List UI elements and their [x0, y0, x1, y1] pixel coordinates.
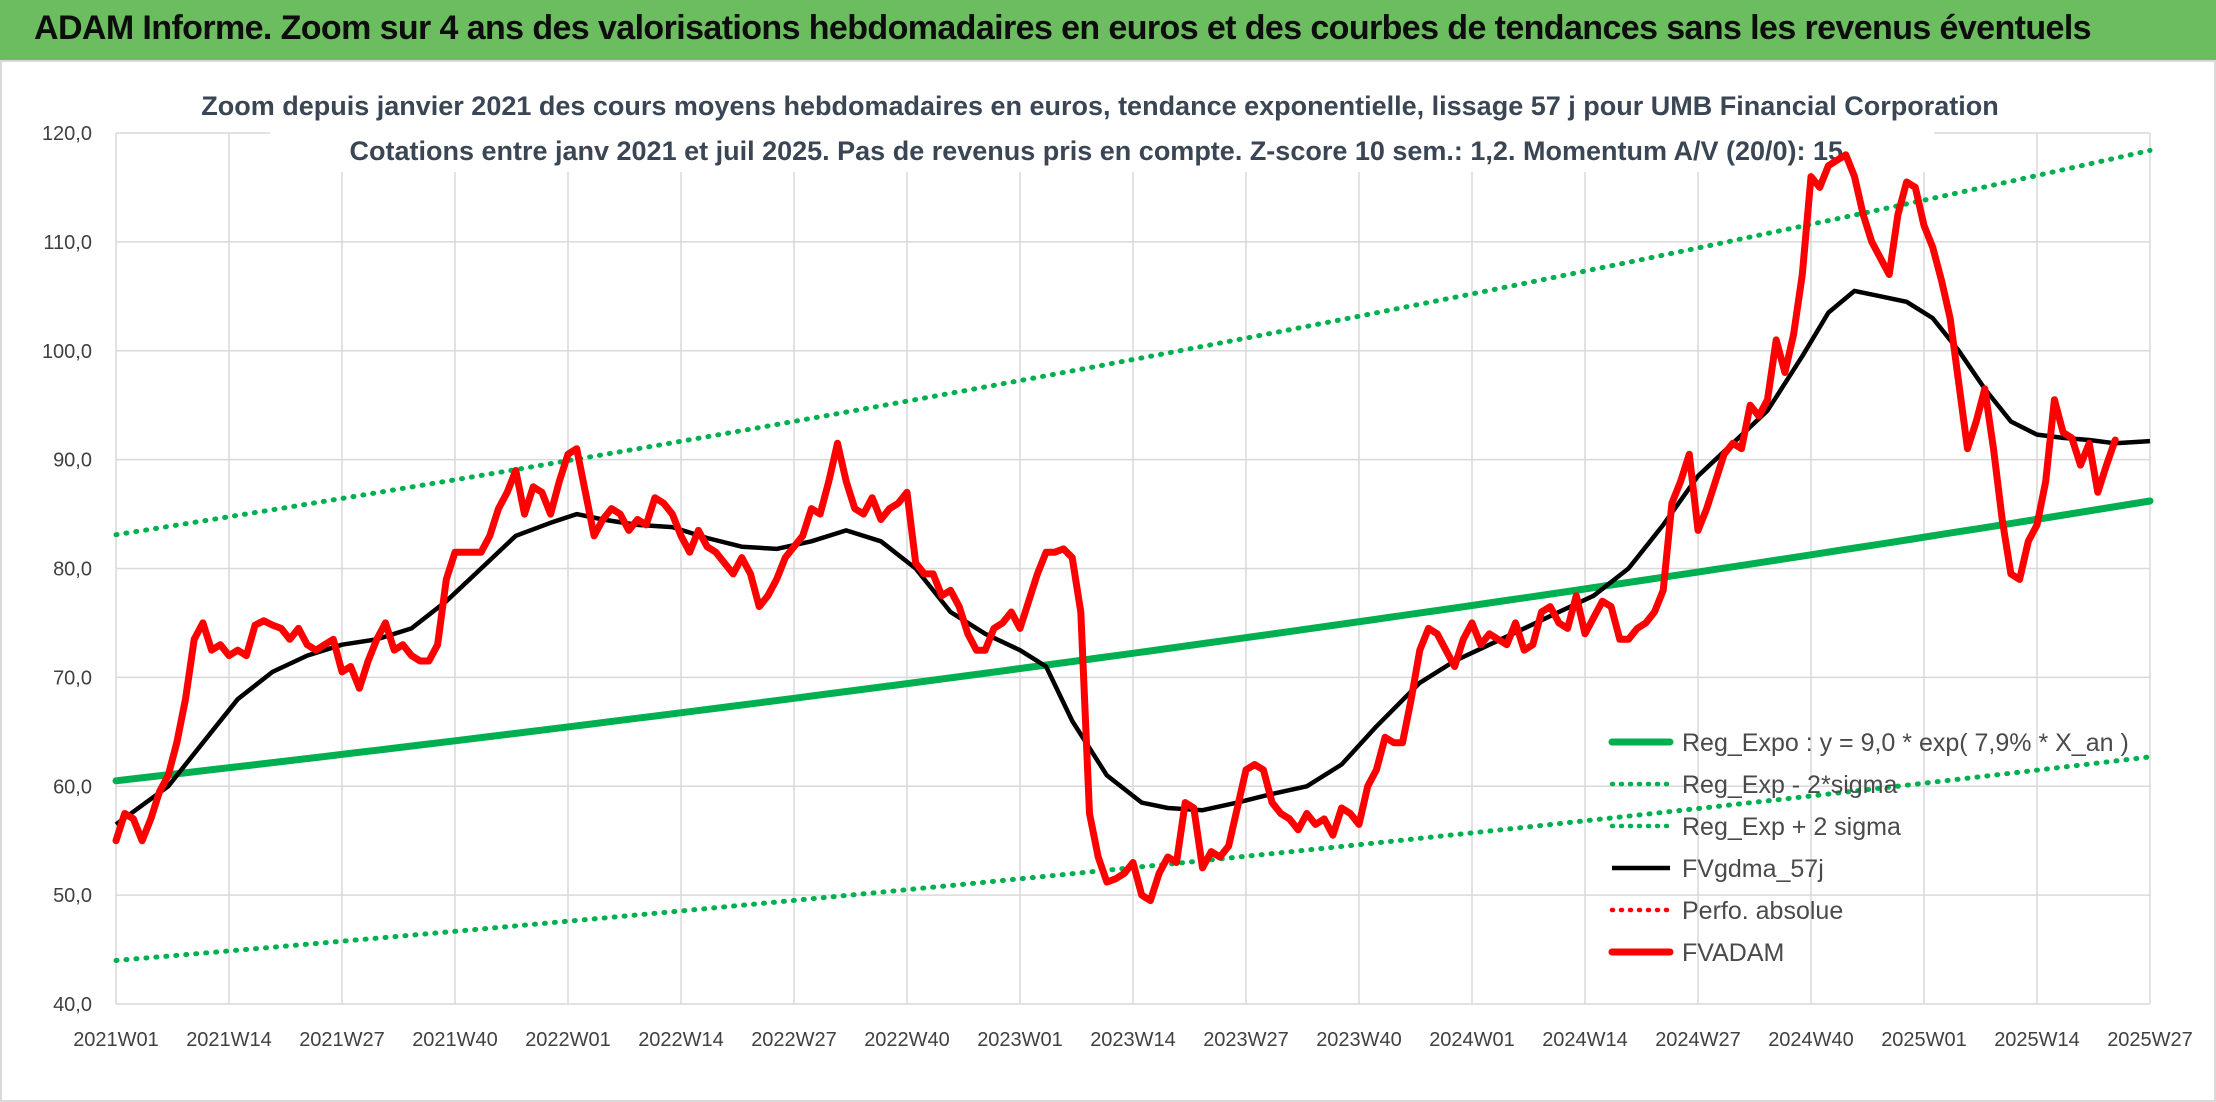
legend-label-perfo-absolue: Perfo. absolue: [1682, 897, 1843, 925]
title-background: [270, 88, 1934, 172]
line-chart: 40,050,060,070,080,090,0100,0110,0120,0 …: [0, 60, 2216, 1102]
legend-label-reg-expo-y-9-0-exp-7-9-x-an: Reg_Expo : y = 9,0 * exp( 7,9% * X_an ): [1682, 729, 2129, 757]
x-tick-label: 2022W27: [751, 1029, 837, 1051]
x-tick-label: 2021W40: [412, 1029, 498, 1051]
series-reg-exp-2-sigma: [113, 147, 2153, 538]
gridlines: [115, 132, 2151, 1005]
x-tick-label: 2024W14: [1542, 1029, 1628, 1051]
x-tick-label: 2025W01: [1881, 1029, 1967, 1051]
series-fvadam: [112, 151, 2119, 905]
x-tick-label: 2025W27: [2107, 1029, 2193, 1051]
chart-frame: 40,0 50,0 60,0 70,0 80,0 90,0 100,0 110,0 120,0 …: [0, 60, 2216, 1102]
y-tick-label: 110,0: [43, 232, 92, 254]
x-tick-label: 2021W01: [73, 1029, 159, 1051]
y-tick-label: 80,0: [53, 559, 92, 581]
legend-label-reg-exp-2-sigma: Reg_Exp + 2 sigma: [1682, 813, 1901, 841]
legend-label-fvadam: FVADAM: [1682, 939, 1784, 967]
x-tick-label: 2024W01: [1429, 1029, 1515, 1051]
chart-title: Zoom depuis janvier 2021 des cours moyen…: [201, 91, 1999, 121]
y-tick-label: 100,0: [42, 341, 92, 363]
y-axis-ticks: 40,0 50,0 60,0 70,0 80,0 90,0 100,0 110,0 120,0: [42, 123, 92, 1016]
legend-label-reg-exp-2-sigma: Reg_Exp - 2*sigma: [1682, 771, 1897, 799]
y-tick-label: 60,0: [53, 776, 92, 798]
x-tick-label: 2023W01: [977, 1029, 1063, 1051]
series-layer: [112, 147, 2154, 963]
x-tick-label: 2023W40: [1316, 1029, 1402, 1051]
report-title: ADAM Informe. Zoom sur 4 ans des valoris…: [34, 9, 2092, 47]
chart-subtitle: Cotations entre janv 2021 et juil 2025. …: [349, 136, 1850, 166]
y-tick-label: 70,0: [53, 667, 92, 689]
x-tick-label: 2022W14: [638, 1029, 724, 1051]
y-tick-label: 50,0: [53, 885, 92, 907]
x-tick-label: 2023W14: [1090, 1029, 1176, 1051]
y-tick-label: 40,0: [53, 994, 92, 1016]
x-tick-label: 2024W40: [1768, 1029, 1854, 1051]
chart-title-group: Zoom depuis janvier 2021 des cours moyen…: [201, 88, 1999, 172]
legend: Reg_Expo : y = 9,0 * exp( 7,9% * X_an ) R…: [1608, 729, 2129, 967]
y-tick-label: 90,0: [53, 450, 92, 472]
chart-border: [0, 60, 2216, 1102]
series-reg-expo-y-9-0-exp-7-9-x-an: [112, 497, 2154, 785]
y-tick-label: 120,0: [42, 123, 92, 145]
x-axis-ticks: 2021W01 2021W14 2021W27 2021W40 2022W01 2022W…: [73, 1029, 2193, 1051]
x-tick-label: 2022W01: [525, 1029, 611, 1051]
report-header: ADAM Informe. Zoom sur 4 ans des valoris…: [0, 0, 2216, 60]
x-tick-label: 2023W27: [1203, 1029, 1289, 1051]
series-fvgdma-57j: [114, 288, 2151, 827]
x-tick-label: 2021W14: [186, 1029, 272, 1051]
x-tick-label: 2025W14: [1994, 1029, 2080, 1051]
x-tick-label: 2022W40: [864, 1029, 950, 1051]
legend-label-fvgdma-57j: FVgdma_57j: [1682, 855, 1824, 883]
x-tick-label: 2024W27: [1655, 1029, 1741, 1051]
x-tick-label: 2021W27: [299, 1029, 385, 1051]
